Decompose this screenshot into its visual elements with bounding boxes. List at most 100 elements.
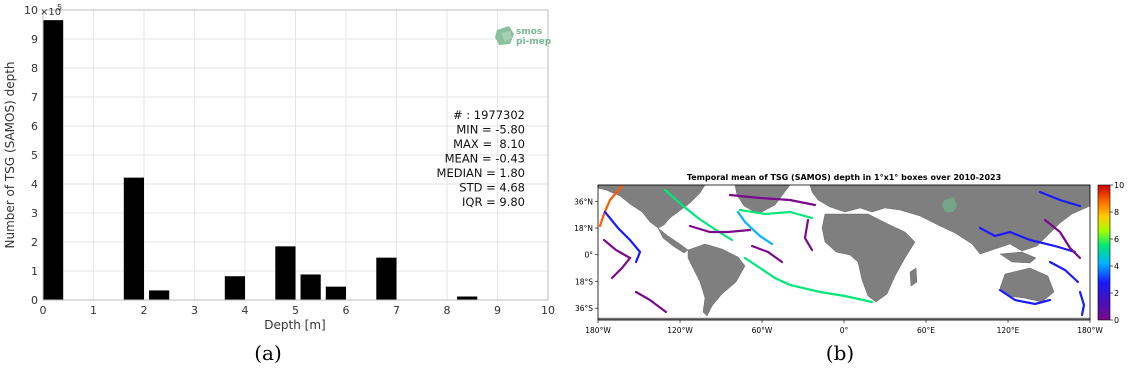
x-tick-labels: 0 1 2 3 4 5 6 7 8 9 10	[40, 304, 556, 317]
map-x-tick-label: 120°W	[667, 326, 693, 335]
track-segment	[736, 210, 774, 246]
map-x-tick-label: 120°E	[997, 326, 1020, 335]
stat-line: MEAN = -0.43	[445, 152, 525, 166]
track-segment	[750, 244, 784, 264]
y-axis-label: Number of TSG (SAMOS) depth	[3, 61, 17, 248]
colorbar-tick-label: 2	[1114, 289, 1119, 298]
track-segment	[1048, 260, 1080, 284]
y-tick-label: 6	[31, 120, 38, 133]
plot-frame	[42, 9, 549, 301]
x-tick-label: 5	[292, 304, 299, 317]
x-tick-label: 3	[191, 304, 198, 317]
track-segment	[738, 208, 814, 220]
y-tick-label: 3	[31, 207, 38, 220]
y-tick-label: 10	[24, 4, 38, 17]
land-madagascar	[909, 267, 918, 287]
x-tick-label: 7	[393, 304, 400, 317]
colorbar-tick-label: 4	[1114, 262, 1119, 271]
y-exponent: ×10 5	[40, 3, 62, 18]
caption-a: (a)	[254, 341, 282, 365]
map-y-tick-label: 0°	[584, 251, 593, 260]
y-tick-label: 4	[31, 178, 38, 191]
y-tick-label: 2	[31, 236, 38, 249]
track-segment	[998, 288, 1052, 306]
logo-text-1: smos	[516, 27, 542, 37]
map-x-tick-label: 180°W	[1077, 326, 1103, 335]
y-exponent-base: ×10	[40, 7, 61, 18]
track-segment	[663, 188, 734, 242]
track-segment	[1078, 290, 1086, 317]
stat-line: # : 1977302	[453, 108, 525, 122]
map-longitude-labels: 180°W 120°W 60°W 0° 60°E 120°E 180°W	[585, 320, 1103, 335]
map-panel: Temporal mean of TSG (SAMOS) depth in 1°…	[574, 173, 1124, 335]
map-latitude-labels: 36°N 18°N 0° 18°S 36°S	[574, 197, 598, 313]
land-south-america	[687, 243, 746, 317]
map-logo-icon	[942, 197, 957, 212]
bar	[325, 286, 346, 300]
y-tick-label: 9	[31, 33, 38, 46]
x-tick-label: 2	[141, 304, 148, 317]
stat-line: STD = 4.68	[459, 181, 525, 195]
track-segment	[743, 256, 874, 304]
x-axis-label: Depth [m]	[264, 318, 325, 332]
map-y-tick-label: 18°S	[575, 277, 593, 286]
land-africa	[821, 213, 916, 303]
x-tick-label: 9	[494, 304, 501, 317]
bar	[376, 257, 397, 300]
y-tick-label: 5	[31, 149, 38, 162]
map-x-tick-label: 60°E	[917, 326, 935, 335]
bar	[457, 296, 478, 300]
map-y-tick-label: 18°N	[574, 224, 593, 233]
map-y-tick-label: 36°S	[575, 304, 593, 313]
map-logo	[942, 197, 957, 212]
y-tick-label: 0	[31, 294, 38, 307]
track-segment	[1043, 218, 1082, 260]
colorbar-tick-label: 8	[1114, 208, 1119, 217]
stat-line: MEDIAN = 1.80	[437, 166, 525, 180]
bar	[123, 177, 144, 300]
track-segment	[728, 193, 817, 207]
land-central-america	[657, 227, 689, 254]
bar	[275, 246, 296, 300]
map-y-tick-label: 36°N	[574, 197, 593, 206]
stat-line: IQR = 9.80	[462, 195, 525, 209]
bar	[224, 276, 245, 300]
colorbar-tick-label: 0	[1114, 316, 1119, 325]
map-x-tick-label: 60°W	[752, 326, 773, 335]
stat-line: MAX = 8.10	[453, 137, 525, 151]
track-segment	[598, 184, 624, 228]
track-segment	[634, 290, 668, 314]
stat-line: MIN = -5.80	[456, 123, 525, 137]
map-x-tick-label: 0°	[840, 326, 849, 335]
track-segment	[603, 210, 642, 264]
y-tick-label: 1	[31, 265, 38, 278]
colorbar-tick-labels: 0 2 4 6 8 10	[1110, 181, 1124, 325]
x-tick-label: 0	[40, 304, 47, 317]
y-exponent-power: 5	[57, 3, 62, 12]
track-segment	[978, 226, 1077, 254]
ship-tracks	[598, 184, 1086, 317]
track-segment	[1038, 190, 1082, 208]
bar	[149, 290, 170, 300]
caption-b: (b)	[826, 341, 854, 365]
x-tick-label: 4	[242, 304, 249, 317]
bar	[300, 274, 321, 300]
track-segment	[803, 218, 814, 252]
histogram-panel: 0 1 2 3 4 5 6 7 8 9 10 0 1 2 3 4 5 6 7 8 9 10 Depth [m] Numb…	[3, 3, 555, 332]
bar	[43, 20, 64, 301]
track-segment	[602, 238, 632, 280]
map-title: Temporal mean of TSG (SAMOS) depth in 1°…	[687, 173, 1001, 182]
map-x-tick-label: 180°W	[585, 326, 611, 335]
colorbar	[1097, 184, 1111, 321]
colorbar-tick-label: 6	[1114, 235, 1119, 244]
x-tick-label: 10	[541, 304, 555, 317]
y-tick-label: 8	[31, 62, 38, 75]
x-tick-label: 8	[444, 304, 451, 317]
y-tick-labels: 0 1 2 3 4 5 6 7 8 9 10	[24, 4, 38, 307]
colorbar-tick-label: 10	[1114, 181, 1124, 190]
y-tick-label: 7	[31, 91, 38, 104]
land-indonesia	[999, 251, 1037, 264]
track-segment	[688, 224, 752, 234]
